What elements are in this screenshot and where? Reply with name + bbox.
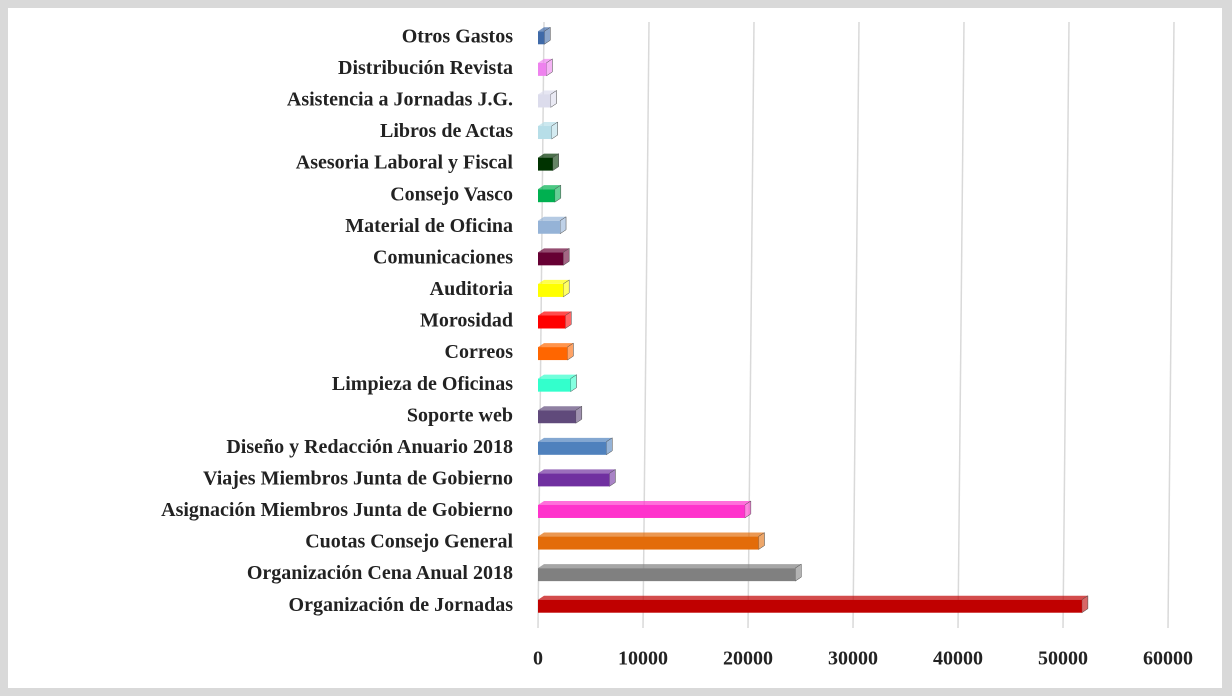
y-tick-label: Asignación Miembros Junta de Gobierno bbox=[161, 499, 513, 521]
y-tick-label: Auditoria bbox=[430, 278, 513, 300]
grid-line bbox=[747, 21, 755, 629]
bar bbox=[538, 599, 1082, 613]
bar-depth bbox=[538, 311, 572, 316]
grid-line bbox=[1062, 21, 1070, 629]
bar-depth bbox=[538, 343, 574, 348]
bar-depth bbox=[538, 216, 567, 221]
bar bbox=[538, 378, 571, 392]
bar bbox=[538, 157, 553, 171]
bar bbox=[538, 441, 607, 455]
grid-line bbox=[1167, 21, 1175, 629]
x-tick-label: 20000 bbox=[723, 648, 773, 670]
x-tick-label: 60000 bbox=[1143, 648, 1193, 670]
bar bbox=[538, 31, 545, 45]
bar-depth bbox=[538, 437, 613, 442]
bar-depth bbox=[538, 185, 561, 190]
bar-depth bbox=[538, 406, 582, 411]
bar-depth bbox=[538, 469, 616, 474]
bar-depth bbox=[538, 564, 802, 569]
bar bbox=[538, 62, 547, 76]
y-tick-label: Viajes Miembros Junta de Gobierno bbox=[203, 467, 513, 489]
bar bbox=[538, 126, 552, 140]
bar-depth bbox=[538, 248, 570, 253]
bar bbox=[538, 347, 568, 361]
bar bbox=[538, 315, 566, 329]
bar bbox=[538, 189, 555, 203]
y-tick-label: Material de Oficina bbox=[345, 215, 513, 237]
bar-depth bbox=[538, 58, 553, 63]
grid-line bbox=[957, 21, 965, 629]
bar bbox=[538, 473, 610, 487]
bar-depth bbox=[538, 532, 765, 537]
panel bbox=[8, 8, 1222, 688]
bar-depth bbox=[538, 279, 570, 284]
y-tick-label: Asistencia a Jornadas J.G. bbox=[287, 89, 513, 111]
bar bbox=[538, 220, 561, 234]
y-tick-label: Morosidad bbox=[420, 310, 513, 332]
x-tick-label: 40000 bbox=[933, 648, 983, 670]
x-tick-label: 10000 bbox=[618, 648, 668, 670]
x-tick-label: 0 bbox=[533, 648, 543, 670]
bar bbox=[538, 252, 564, 266]
bar bbox=[538, 504, 745, 518]
y-tick-label: Distribución Revista bbox=[338, 57, 513, 79]
y-tick-label: Limpieza de Oficinas bbox=[332, 373, 513, 395]
bar-depth bbox=[538, 595, 1088, 600]
x-tick-label: 30000 bbox=[828, 648, 878, 670]
bar bbox=[538, 536, 759, 550]
y-tick-label: Asesoria Laboral y Fiscal bbox=[296, 152, 514, 174]
grid-line bbox=[852, 21, 860, 629]
bar bbox=[538, 94, 551, 108]
bar-depth bbox=[538, 153, 559, 158]
y-tick-label: Diseño y Redacción Anuario 2018 bbox=[226, 436, 513, 458]
bar-depth bbox=[538, 27, 551, 32]
grid-line bbox=[642, 21, 650, 629]
y-tick-label: Comunicaciones bbox=[373, 246, 513, 268]
bar bbox=[538, 410, 576, 424]
y-tick-label: Libros de Actas bbox=[380, 120, 513, 142]
y-tick-label: Organización Cena Anual 2018 bbox=[247, 562, 513, 584]
bar-depth bbox=[538, 500, 751, 505]
bar-depth bbox=[538, 374, 577, 379]
y-tick-label: Organización de Jornadas bbox=[289, 594, 514, 616]
y-tick-label: Consejo Vasco bbox=[390, 183, 513, 205]
y-tick-label: Correos bbox=[445, 341, 514, 363]
y-tick-label: Cuotas Consejo General bbox=[305, 531, 513, 553]
x-tick-label: 50000 bbox=[1038, 648, 1088, 670]
y-tick-label: Soporte web bbox=[407, 404, 513, 426]
y-tick-label: Otros Gastos bbox=[402, 25, 514, 47]
bar bbox=[538, 283, 564, 297]
bar bbox=[538, 568, 796, 582]
